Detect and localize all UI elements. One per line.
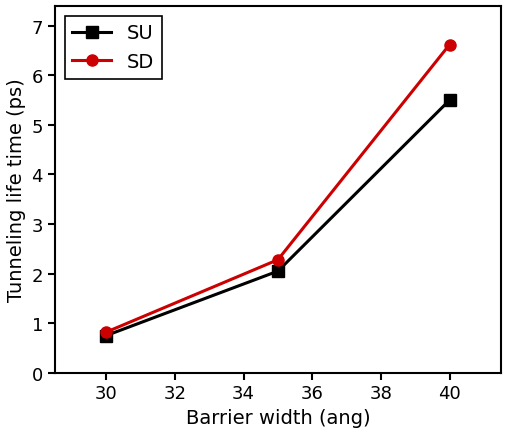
SU	[103, 333, 109, 339]
SU	[447, 98, 453, 103]
SU	[275, 269, 281, 274]
Y-axis label: Tunneling life time (ps): Tunneling life time (ps)	[7, 78, 26, 302]
X-axis label: Barrier width (ang): Barrier width (ang)	[185, 408, 370, 427]
SD	[275, 257, 281, 263]
Legend: SU, SD: SU, SD	[65, 16, 162, 80]
SD	[447, 43, 453, 48]
SD	[103, 330, 109, 335]
Line: SD: SD	[101, 40, 455, 338]
Line: SU: SU	[101, 95, 455, 341]
